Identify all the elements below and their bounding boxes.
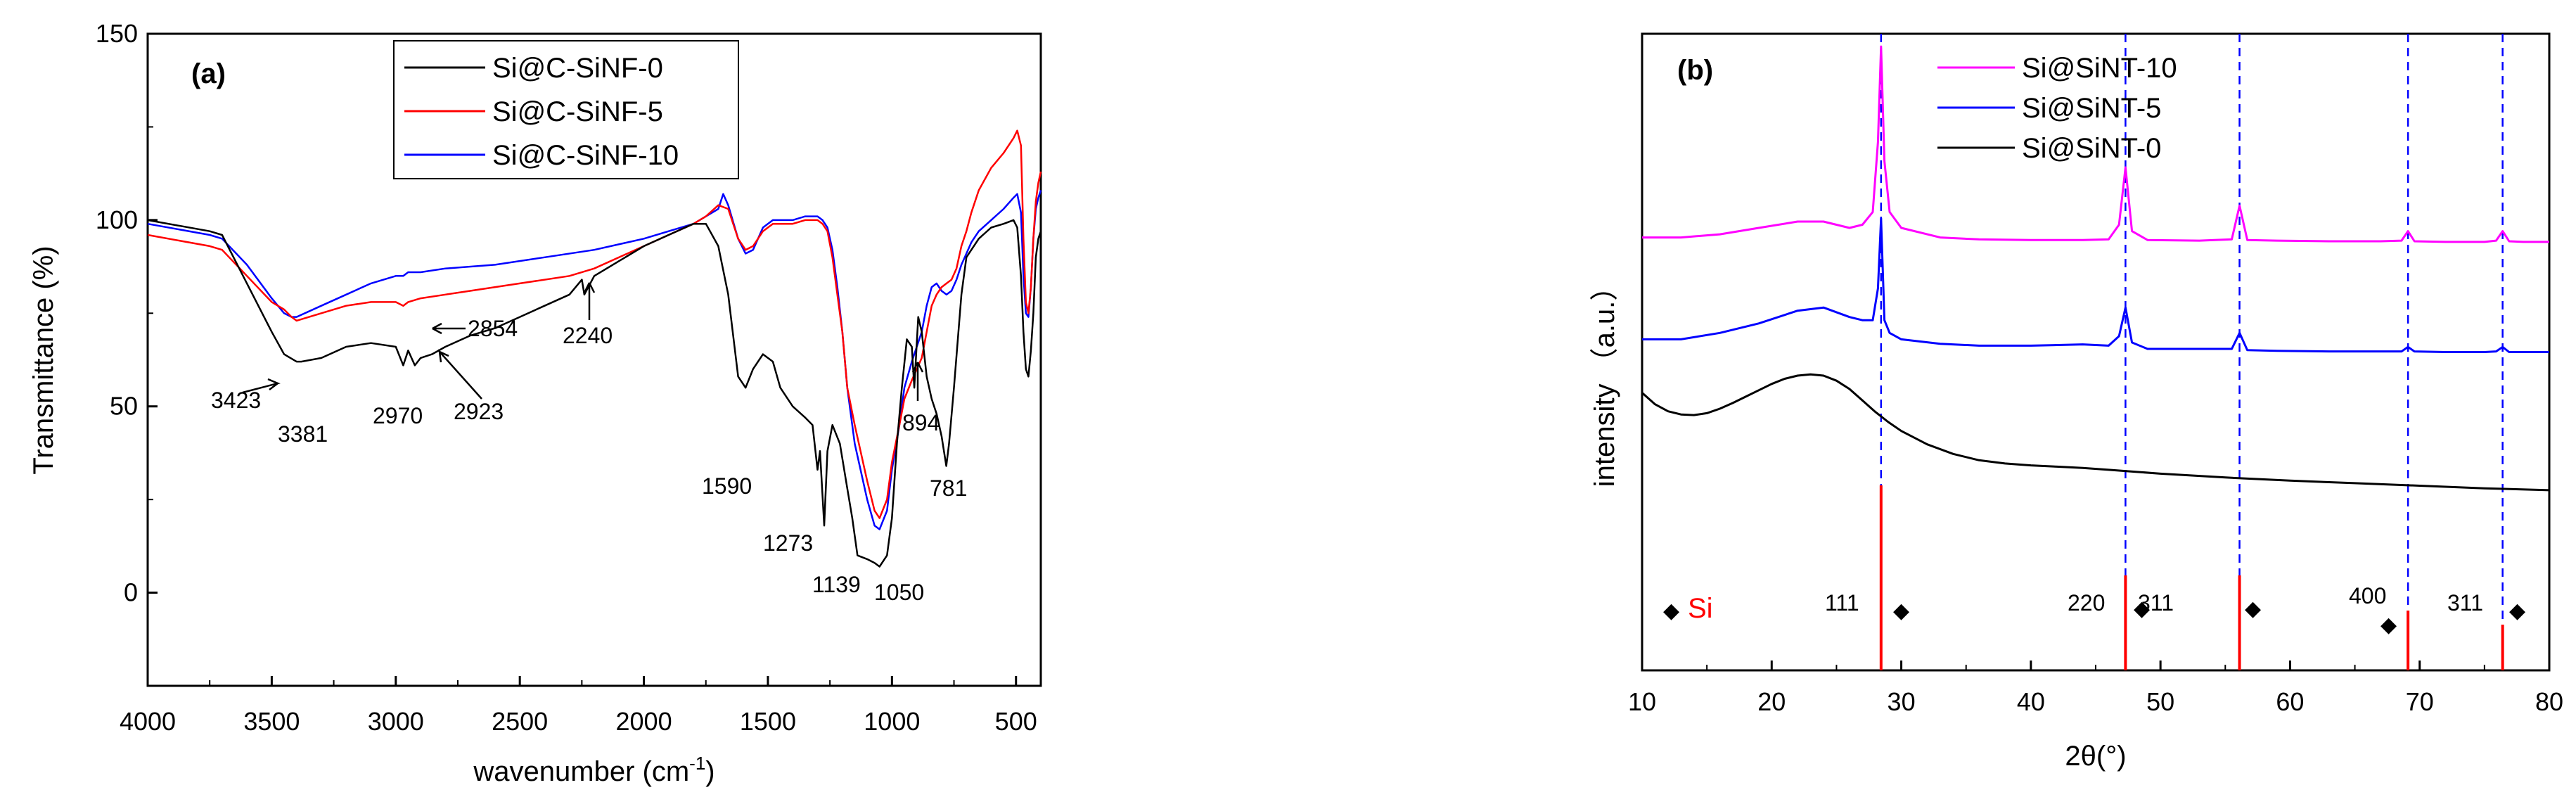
x-tick-label-1000: 1000: [864, 707, 920, 736]
hkl-label-311-b: 311: [2447, 590, 2483, 615]
legend-label-si-sint-0: Si@SiNT-0: [2022, 133, 2161, 164]
annotation-2970: 2970: [373, 403, 423, 428]
series-si-sint-0: [1641, 373, 2550, 492]
b-x-tick-label-10: 10: [1628, 687, 1656, 716]
b-x-tick-label-80: 80: [2535, 687, 2563, 716]
si-reference-marker: ◆: [1663, 599, 1679, 623]
diamond-marker-311-a: ◆: [2245, 597, 2261, 620]
y-tick-label-50: 50: [110, 392, 138, 421]
hkl-label-400: 400: [2349, 583, 2386, 608]
series-si-c-sinf-0: [147, 219, 1042, 568]
annotation-arrow-894: [911, 362, 924, 401]
legend-label-si-c-sinf-10: Si@C-SiNF-10: [492, 140, 679, 171]
panel-a-series: [147, 129, 1042, 568]
annotation-1139: 1139: [812, 572, 861, 597]
annotation-arrow-3423: [242, 378, 281, 394]
b-x-tick-label-30: 30: [1888, 687, 1916, 716]
series-si-c-sinf-5: [147, 129, 1042, 519]
panel-b: 10 20 30 40 50 60 70 80 (b) 2θ(°) intensity （a.…: [1589, 32, 2563, 772]
x-tick-label-4000: 4000: [120, 707, 176, 736]
hkl-label-111: 111: [1825, 590, 1859, 615]
y-tick-label-150: 150: [96, 19, 138, 48]
panel-b-x-axis-title: 2θ(°): [2065, 741, 2126, 772]
annotation-2923: 2923: [454, 399, 504, 424]
annotation-1590: 1590: [702, 473, 752, 499]
hkl-label-311-a: 311: [2138, 590, 2174, 615]
panel-b-y-axis-title: intensity （a.u.）: [1589, 273, 1620, 487]
panel-a-label: (a): [191, 58, 226, 89]
annotation-arrow-2923: [438, 349, 482, 400]
panel-a-x-axis-title-tail: ): [705, 756, 715, 787]
b-x-tick-label-50: 50: [2146, 687, 2174, 716]
panel-a-ticks: 4000 3500 3000 2500 2000 1500 1000 500 0 50 100 150: [96, 19, 1037, 736]
legend-label-si-c-sinf-0: Si@C-SiNF-0: [492, 53, 663, 84]
si-reference-label: Si: [1688, 593, 1713, 624]
legend-label-si-sint-5: Si@SiNT-5: [2022, 93, 2161, 124]
annotation-arrow-2240: [583, 282, 596, 320]
annotation-894: 894: [902, 410, 940, 435]
series-si-c-sinf-10: [147, 190, 1042, 530]
annotation-2854: 2854: [468, 316, 518, 341]
annotation-1273: 1273: [763, 530, 813, 556]
x-tick-label-3000: 3000: [368, 707, 424, 736]
b-x-tick-label-70: 70: [2406, 687, 2434, 716]
annotation-2240: 2240: [563, 323, 613, 348]
b-x-tick-label-60: 60: [2276, 687, 2304, 716]
panel-b-plot-frame: [1641, 32, 2551, 672]
x-tick-label-2000: 2000: [616, 707, 672, 736]
x-tick-label-1500: 1500: [740, 707, 796, 736]
hkl-label-220: 220: [2068, 590, 2105, 615]
x-tick-label-500: 500: [995, 707, 1037, 736]
annotation-arrow-2854: [432, 322, 466, 335]
panel-a-x-axis-title-sup: -1: [689, 753, 705, 774]
panel-b-legend: Si@SiNT-10 Si@SiNT-5 Si@SiNT-0: [1937, 53, 2177, 164]
y-tick-label-100: 100: [96, 205, 138, 234]
legend-label-si-c-sinf-5: Si@C-SiNF-5: [492, 96, 663, 127]
panel-b-reference-lines: [1879, 34, 2504, 670]
panel-a-x-axis-title: wavenumber (cm-1): [473, 753, 715, 787]
annotation-1050: 1050: [874, 580, 924, 605]
panel-a: 4000 3500 3000 2500 2000 1500 1000 500 0 50 100 150…: [28, 19, 1042, 787]
annotation-781: 781: [930, 476, 967, 501]
panel-b-ticks: 10 20 30 40 50 60 70 80: [1628, 661, 2563, 716]
panel-a-y-axis-title: Transmittance (%): [28, 245, 59, 474]
panel-a-legend: Si@C-SiNF-0 Si@C-SiNF-5 Si@C-SiNF-10: [393, 40, 739, 179]
b-x-tick-label-40: 40: [2017, 687, 2045, 716]
diamond-marker-400: ◆: [2380, 613, 2397, 637]
y-tick-label-0: 0: [124, 578, 138, 607]
annotation-3423: 3423: [211, 388, 261, 413]
series-si-sint-10: [1642, 45, 2549, 243]
legend-label-si-sint-10: Si@SiNT-10: [2022, 53, 2177, 84]
panel-b-label: (b): [1677, 55, 1713, 86]
diamond-marker-111: ◆: [1893, 599, 1909, 623]
diamond-marker-220: ◆: [2134, 597, 2150, 620]
annotation-3381: 3381: [278, 421, 328, 447]
x-tick-label-3500: 3500: [243, 707, 300, 736]
panel-a-annotations: 3423 3381 2970 2923 2854 2240 1590 1273 …: [211, 282, 967, 605]
panel-b-series: [1641, 45, 2550, 492]
series-si-sint-5: [1642, 217, 2549, 353]
x-tick-label-2500: 2500: [492, 707, 548, 736]
panel-a-plot-frame: [146, 32, 1042, 687]
diamond-marker-311-b: ◆: [2509, 599, 2525, 623]
b-x-tick-label-20: 20: [1757, 687, 1786, 716]
